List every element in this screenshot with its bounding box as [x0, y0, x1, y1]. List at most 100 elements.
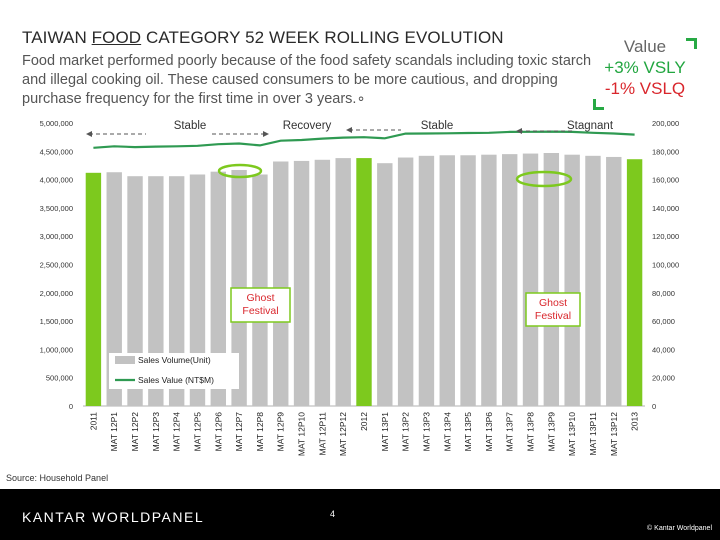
y-left-tick-label: 1,000,000 [40, 345, 73, 354]
phase-label: Stagnant [567, 120, 614, 132]
bar [106, 172, 122, 406]
x-tick-label: 2013 [630, 412, 640, 431]
x-tick-label: MAT 13P11 [588, 412, 598, 456]
chart-subtitle: Food market performed poorly because of … [22, 53, 592, 107]
y-left-tick-label: 500,000 [46, 374, 73, 383]
x-tick-label: MAT 12P9 [276, 412, 286, 452]
ghost-festival-label: Ghost [246, 292, 274, 304]
bar [189, 174, 206, 406]
legend-line-label: Sales Value (NT$M) [138, 375, 214, 385]
page-title: TAIWAN FOOD CATEGORY 52 WEEK ROLLING EVO… [22, 28, 504, 48]
copyright-text: © Kantar Worldpanel [647, 525, 712, 532]
bar [314, 159, 331, 406]
ghost-festival-box [525, 292, 581, 327]
bar [460, 155, 476, 406]
ghost-festival-label: Festival [535, 310, 571, 322]
bar [148, 176, 164, 406]
y-left-tick-label: 1,500,000 [40, 317, 73, 326]
bar [626, 159, 643, 406]
bar [481, 154, 497, 406]
y-left-tick-label: 4,500,000 [40, 147, 73, 156]
bar [127, 176, 143, 406]
bar [543, 152, 560, 406]
x-tick-label: MAT 13P1 [380, 412, 390, 452]
sales-value-line [93, 130, 635, 149]
y-left-tick-label: 4,000,000 [40, 176, 73, 185]
x-tick-label: MAT 13P7 [505, 412, 515, 452]
y-right-tick-label: 100,000 [652, 261, 679, 270]
phase-label: Recovery [283, 120, 332, 132]
footer-bar: KANTAR WORLDPANEL 4 © Kantar Worldpanel [0, 489, 720, 540]
x-tick-label: MAT 12P6 [213, 412, 223, 452]
bar [210, 171, 226, 406]
bar [502, 154, 518, 406]
y-right-tick-label: 200,000 [652, 119, 679, 128]
bar [522, 153, 539, 406]
x-tick-label: MAT 13P4 [442, 412, 452, 452]
x-tick-label: MAT 13P10 [567, 412, 577, 456]
title-underlined-word: FOOD [91, 28, 142, 47]
x-tick-label: MAT 12P8 [255, 412, 265, 452]
y-left-tick-label: 2,000,000 [40, 289, 73, 298]
arrow-head-icon [263, 131, 269, 137]
legend-bar-label: Sales Volume(Unit) [138, 355, 211, 365]
value-summary-box: Value +3% VSLY -1% VSLQ [590, 36, 700, 99]
source-note: Source: Household Panel [6, 473, 109, 483]
page-number: 4 [330, 509, 336, 519]
x-tick-label: MAT 12P10 [297, 412, 307, 456]
bar [585, 155, 601, 406]
bar [356, 158, 372, 406]
x-tick-label: MAT 13P12 [609, 412, 619, 456]
ghost-festival-box [230, 287, 291, 323]
x-tick-label: MAT 13P5 [463, 412, 473, 452]
x-tick-label: MAT 13P6 [484, 412, 494, 452]
legend-bar-swatch [115, 356, 135, 364]
bar [397, 157, 414, 406]
bar [439, 155, 455, 406]
arrow-head-icon [86, 131, 92, 137]
x-tick-label: MAT 12P1 [109, 412, 119, 452]
kantar-worldpanel-logo: KANTAR WORLDPANEL [22, 509, 205, 525]
bar [85, 172, 102, 406]
ghost-festival-2012-ellipse [217, 163, 263, 179]
y-right-tick-label: 120,000 [652, 232, 679, 241]
y-right-tick-label: 0 [652, 402, 656, 411]
x-tick-label: 2011 [88, 412, 98, 431]
y-right-tick-label: 20,000 [652, 374, 675, 383]
ghost-festival-2013-ellipse [515, 170, 573, 188]
title-suffix: CATEGORY 52 WEEK ROLLING EVOLUTION [141, 28, 504, 47]
phase-label: Stable [421, 120, 454, 132]
x-tick-label: MAT 13P8 [526, 412, 536, 452]
y-left-tick-label: 0 [69, 402, 73, 411]
x-tick-label: MAT 12P3 [151, 412, 161, 452]
x-tick-label: MAT 12P2 [130, 412, 140, 452]
y-right-tick-label: 180,000 [652, 147, 679, 156]
bar [606, 156, 622, 406]
x-tick-label: MAT 12P11 [317, 412, 327, 456]
y-left-tick-label: 3,000,000 [40, 232, 73, 241]
y-right-tick-label: 60,000 [652, 317, 675, 326]
arrow-head-icon [516, 128, 522, 134]
y-right-tick-label: 140,000 [652, 204, 679, 213]
bracket-bottom-left-icon [593, 99, 604, 110]
x-tick-label: 2012 [359, 412, 369, 431]
bar [564, 154, 580, 406]
x-tick-label: MAT 13P3 [421, 412, 431, 452]
bar [168, 176, 185, 406]
bar [335, 158, 351, 406]
bar [273, 161, 289, 406]
ghost-festival-label: Ghost [539, 297, 567, 309]
y-right-tick-label: 80,000 [652, 289, 675, 298]
bracket-top-right-icon [686, 38, 697, 49]
x-tick-label: MAT 12P4 [172, 412, 182, 452]
y-right-tick-label: 160,000 [652, 176, 679, 185]
arrow-head-icon [346, 127, 352, 133]
combo-chart: 0 500,000 1,000,000 1,500,000 2,000,000 2,500… [40, 119, 680, 456]
value-vsly: +3% VSLY [604, 58, 686, 77]
y-right-tick-label: 40,000 [652, 345, 675, 354]
y-left-tick-label: 3,500,000 [40, 204, 73, 213]
y-left-tick-label: 2,500,000 [40, 261, 73, 270]
ghost-festival-label: Festival [242, 305, 278, 317]
y-left-tick-label: 5,000,000 [40, 119, 73, 128]
x-tick-label: MAT 13P9 [546, 412, 556, 452]
